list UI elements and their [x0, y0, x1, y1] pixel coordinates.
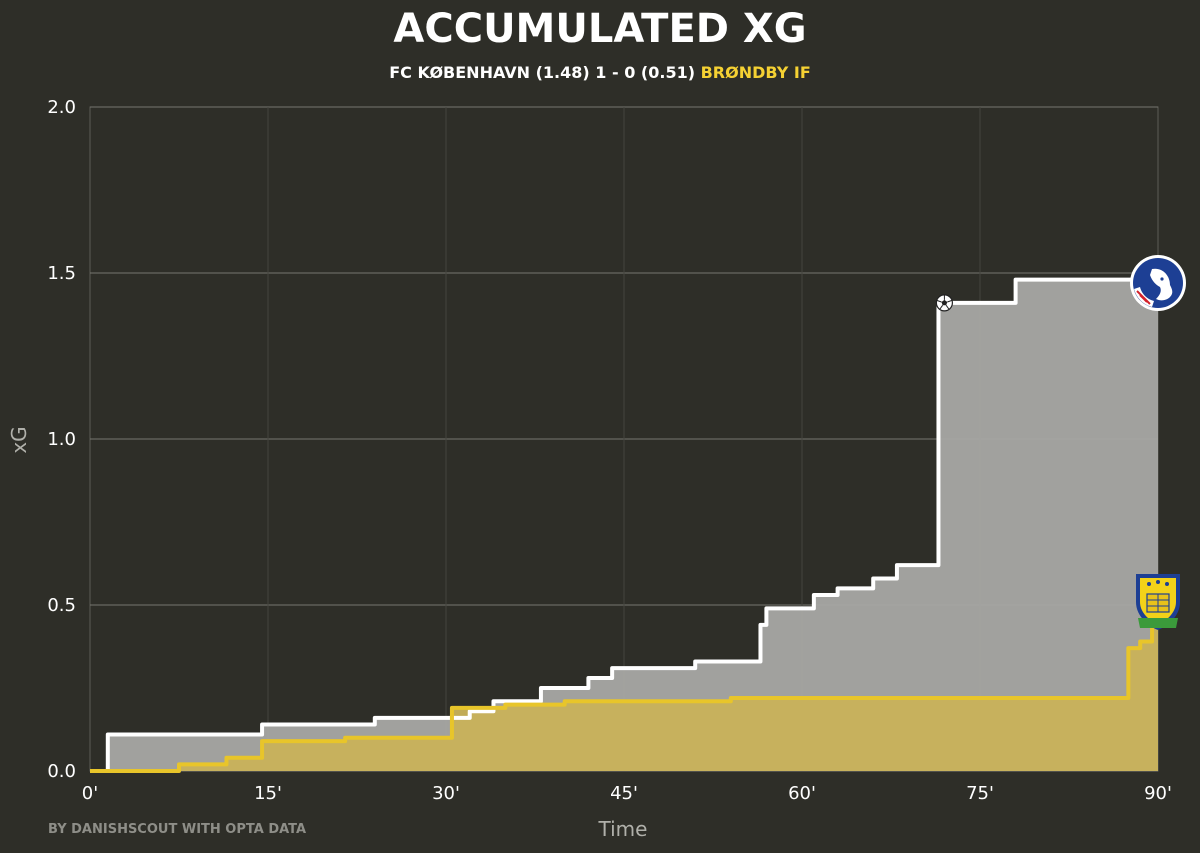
- home-xg-area: [90, 279, 1158, 771]
- x-tick-label: 90': [1144, 783, 1172, 804]
- x-tick-label: 75': [966, 783, 994, 804]
- fc-kobenhavn-badge-icon: [1130, 255, 1186, 311]
- home-team-xg: (1.48): [535, 63, 590, 82]
- chart-title: ACCUMULATED XG: [393, 6, 807, 52]
- y-tick-label: 1.5: [47, 263, 76, 284]
- y-tick-label: 2.0: [47, 97, 76, 118]
- home-xg-line: [90, 277, 1158, 773]
- x-axis-label: Time: [598, 817, 648, 841]
- match-score: 1 - 0: [595, 63, 636, 82]
- brondby-badge-icon: [1136, 574, 1180, 630]
- x-tick-label: 30': [432, 783, 460, 804]
- x-tick-label: 45': [610, 783, 638, 804]
- x-tick-label: 15': [254, 783, 282, 804]
- tick-labels: 0.0 0.5 1.0 1.5 2.0 0' 15' 30' 45' 60' 75' 90': [47, 97, 1172, 804]
- y-tick-label: 1.0: [47, 429, 76, 450]
- y-axis-label: xG: [7, 426, 31, 453]
- y-tick-label: 0.5: [47, 595, 76, 616]
- soccer-ball-icon: [935, 294, 954, 312]
- series-areas: [90, 279, 1158, 771]
- x-tick-label: 0': [82, 783, 98, 804]
- x-tick-label: 60': [788, 783, 816, 804]
- home-team-name: FC KØBENHAVN: [389, 63, 531, 82]
- y-tick-label: 0.0: [47, 761, 76, 782]
- match-subtitle: FC KØBENHAVN (1.48) 1 - 0 (0.51) BRØNDBY…: [0, 63, 1200, 82]
- series-lines: [90, 277, 1158, 773]
- away-team-name: BRØNDBY IF: [700, 63, 811, 82]
- away-xg-line: [90, 599, 1158, 773]
- away-team-xg: (0.51): [640, 63, 696, 82]
- data-credit: BY DANISHSCOUT WITH OPTA DATA: [48, 822, 307, 837]
- away-xg-area: [90, 601, 1158, 771]
